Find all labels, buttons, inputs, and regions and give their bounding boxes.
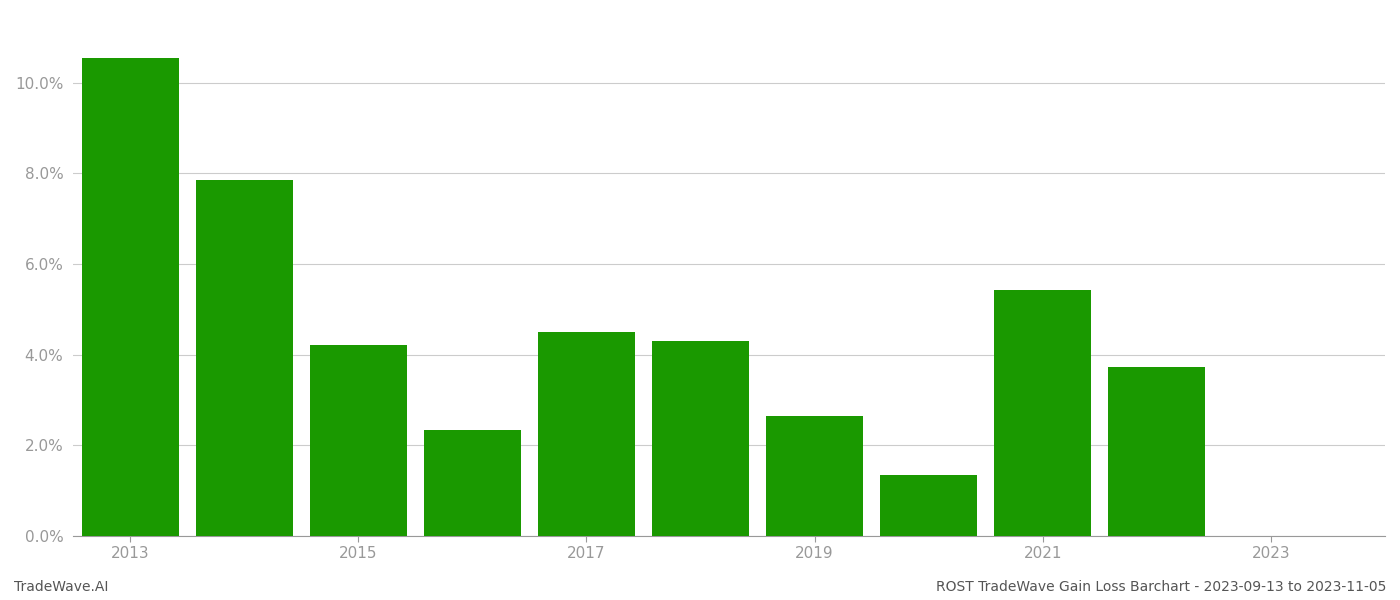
Bar xyxy=(994,290,1091,536)
Bar xyxy=(538,332,636,536)
Bar xyxy=(1109,367,1205,536)
Bar xyxy=(196,180,293,536)
Text: TradeWave.AI: TradeWave.AI xyxy=(14,580,108,594)
Bar xyxy=(766,416,862,536)
Bar xyxy=(424,430,521,536)
Bar xyxy=(81,58,179,536)
Text: ROST TradeWave Gain Loss Barchart - 2023-09-13 to 2023-11-05: ROST TradeWave Gain Loss Barchart - 2023… xyxy=(935,580,1386,594)
Bar xyxy=(881,475,977,536)
Bar xyxy=(652,341,749,536)
Bar xyxy=(309,346,407,536)
